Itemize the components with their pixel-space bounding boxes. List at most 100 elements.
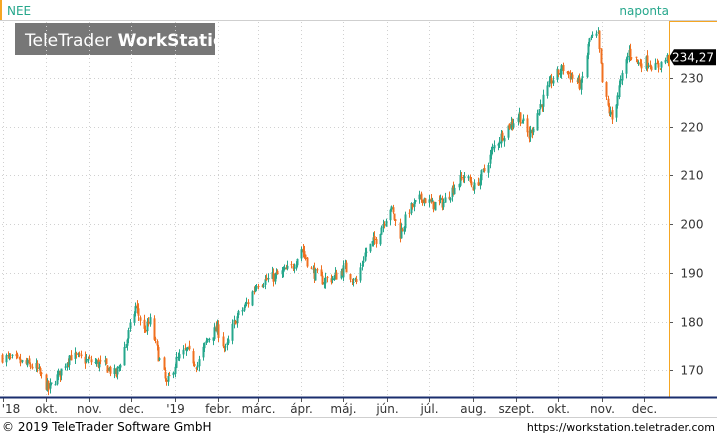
candle-body — [361, 264, 364, 266]
candle-body — [255, 286, 258, 289]
candle-body — [136, 304, 139, 309]
x-tick-label: nov. — [77, 402, 102, 416]
candle-body — [267, 278, 270, 280]
candle-body — [9, 356, 12, 358]
candle-body — [414, 199, 417, 202]
candle-body — [477, 182, 480, 186]
candle-body — [424, 198, 427, 204]
candle-body — [167, 376, 170, 382]
candle-body — [460, 176, 463, 178]
candle-body — [650, 66, 653, 71]
candle-body — [50, 382, 53, 384]
candle-body — [193, 364, 196, 366]
candle-body — [68, 355, 71, 366]
candle-body — [470, 181, 473, 186]
candle-body — [47, 381, 50, 391]
source-url[interactable]: https://workstation.teletrader.com — [527, 421, 715, 434]
candle-body — [245, 302, 248, 304]
candle-body — [394, 219, 397, 221]
candle-body — [198, 359, 201, 367]
candle-body — [74, 352, 77, 359]
candle-body — [264, 279, 267, 285]
candle-body — [382, 224, 385, 228]
candle-body — [355, 278, 358, 283]
candle-body — [630, 57, 633, 59]
candle-body — [586, 55, 589, 78]
x-tick-label: máj. — [330, 402, 356, 416]
candle-body — [538, 109, 541, 115]
candle-body — [619, 79, 622, 85]
candle-body — [434, 201, 437, 211]
candle-body — [609, 111, 612, 115]
candle-body — [521, 122, 524, 124]
candle-body — [29, 364, 32, 367]
candle-body — [262, 285, 265, 287]
candle-body — [236, 316, 239, 324]
candle-body — [321, 275, 324, 285]
candle-body — [192, 351, 195, 364]
candle-body — [489, 154, 492, 164]
candle-body — [149, 317, 152, 325]
candle-body — [462, 176, 465, 180]
candle-body — [605, 82, 608, 97]
candles — [1, 27, 670, 396]
x-tick-label: aug. — [460, 402, 486, 416]
x-tick-label: '19 — [166, 402, 185, 416]
candle-body — [156, 341, 159, 346]
candle-body — [224, 346, 227, 348]
x-tick-label: nov. — [590, 402, 615, 416]
candle-body — [139, 317, 142, 321]
candle-body — [241, 310, 244, 312]
x-tick-label: ápr. — [290, 402, 313, 416]
candle-body — [21, 360, 24, 362]
candle-body — [223, 347, 226, 349]
candle-body — [49, 383, 52, 389]
candle-body — [659, 68, 662, 70]
last-price-badge-bg — [669, 49, 716, 66]
candle-body — [349, 273, 352, 280]
candle-body — [490, 150, 493, 156]
candle-body — [144, 329, 147, 333]
candle-body — [392, 207, 395, 213]
candle-body — [410, 203, 413, 214]
interval-label: naponta — [619, 4, 669, 18]
candle-body — [335, 272, 338, 280]
candle-body — [64, 366, 67, 368]
candle-body — [512, 123, 515, 128]
candle-body — [80, 354, 83, 357]
y-tick-label: 210 — [681, 169, 704, 183]
candle-body — [621, 72, 624, 81]
candle-body — [300, 249, 303, 259]
candle-body — [127, 330, 130, 339]
candle-body — [282, 270, 285, 273]
candle-body — [542, 94, 545, 107]
candle-body — [511, 120, 514, 126]
candle-body — [519, 112, 522, 124]
y-axis: 170 180 190 200 210 220 230 — [669, 72, 703, 378]
last-price-badge: 234,27 — [669, 49, 716, 66]
candle-body — [208, 338, 211, 340]
candle-body — [498, 141, 501, 145]
y-tick-label: 230 — [681, 72, 704, 86]
candle-body — [186, 347, 189, 350]
candle-body — [550, 77, 553, 84]
candle-body — [134, 306, 137, 314]
candle-body — [106, 365, 109, 373]
candle-body — [510, 121, 513, 130]
candle-body — [507, 125, 510, 138]
candle-body — [463, 176, 466, 178]
candle-body — [31, 366, 34, 369]
candle-body — [168, 375, 171, 377]
candle-body — [5, 355, 8, 363]
candle-body — [1, 354, 4, 363]
candle-body — [164, 371, 167, 379]
candle-body — [304, 254, 307, 259]
candle-body — [595, 33, 598, 36]
candle-body — [26, 360, 29, 366]
last-price-value: 234,27 — [672, 51, 714, 65]
candle-body — [546, 85, 549, 96]
candle-body — [552, 80, 555, 84]
candle-body — [372, 237, 375, 244]
candle-body — [123, 347, 126, 366]
